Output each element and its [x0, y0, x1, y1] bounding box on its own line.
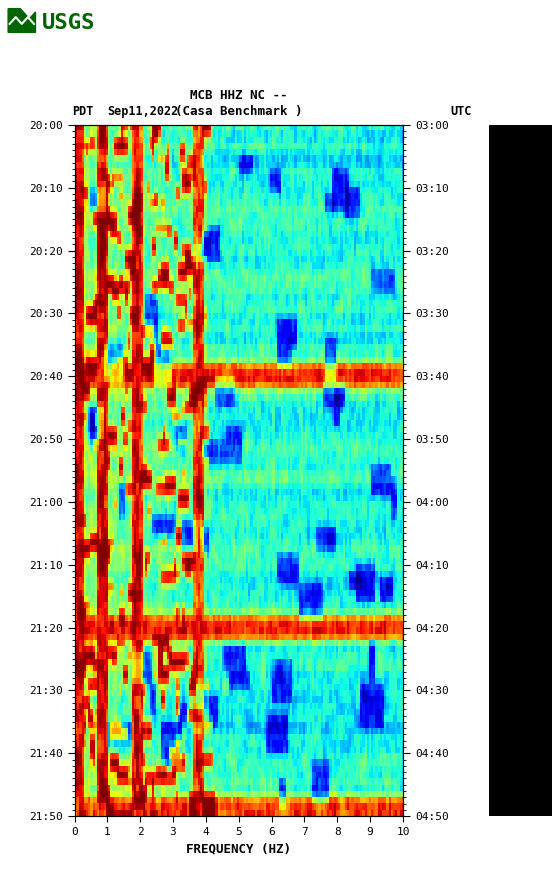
X-axis label: FREQUENCY (HZ): FREQUENCY (HZ) — [186, 842, 291, 855]
Text: (Casa Benchmark ): (Casa Benchmark ) — [175, 105, 302, 118]
Text: PDT: PDT — [72, 105, 93, 118]
Text: USGS: USGS — [41, 13, 95, 33]
Text: UTC: UTC — [450, 105, 471, 118]
Text: Sep11,2022: Sep11,2022 — [108, 105, 179, 118]
Text: MCB HHZ NC --: MCB HHZ NC -- — [190, 89, 288, 102]
Polygon shape — [8, 9, 35, 32]
